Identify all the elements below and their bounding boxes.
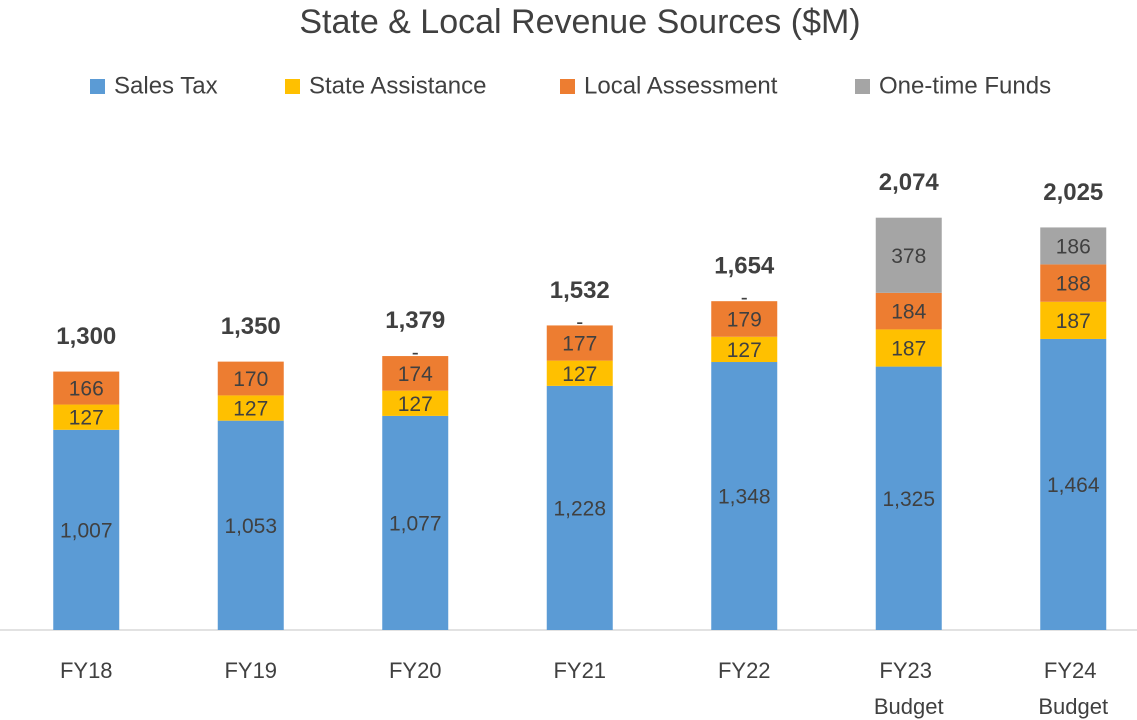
bar-segment xyxy=(217,361,284,396)
data-label: 179 xyxy=(727,309,762,332)
data-label: 187 xyxy=(1056,310,1091,333)
data-label: 1,348 xyxy=(718,486,771,509)
legend-swatch xyxy=(285,79,300,94)
bar-segment xyxy=(546,385,613,630)
bar-segment xyxy=(53,404,120,430)
x-tick-label: FY23 Budget xyxy=(874,658,944,719)
bar-segment xyxy=(1040,227,1107,265)
bar-segment xyxy=(711,301,778,337)
data-label: 127 xyxy=(398,393,433,416)
bar-segment xyxy=(711,336,778,363)
bar-segment xyxy=(711,362,778,630)
x-tick-label: FY22 xyxy=(718,658,771,683)
bar-segment xyxy=(53,429,120,630)
bar-segment xyxy=(217,420,284,630)
data-label: 127 xyxy=(727,339,762,362)
legend-swatch xyxy=(560,79,575,94)
total-label: 1,532 xyxy=(550,277,610,304)
data-label: - xyxy=(741,287,748,310)
data-label: 174 xyxy=(398,363,433,386)
bar-segment xyxy=(875,217,942,293)
data-label: 166 xyxy=(69,378,104,401)
x-tick-label: FY20 xyxy=(389,658,442,683)
data-label: - xyxy=(576,311,583,334)
data-label: 378 xyxy=(891,245,926,268)
data-label: 188 xyxy=(1056,273,1091,296)
legend-label: Sales Tax xyxy=(114,72,218,99)
data-label: 1,077 xyxy=(389,512,442,535)
bar-segment xyxy=(217,395,284,421)
chart-title: State & Local Revenue Sources ($M) xyxy=(299,3,860,41)
data-label: 1,053 xyxy=(224,515,277,538)
data-label: 1,325 xyxy=(882,488,935,511)
total-label: 1,379 xyxy=(385,307,445,334)
data-label: - xyxy=(412,342,419,365)
x-tick-label: FY24 Budget xyxy=(1038,658,1108,719)
x-tick-label: FY18 xyxy=(60,658,113,683)
legend-label: State Assistance xyxy=(309,72,486,99)
data-label: 184 xyxy=(891,301,926,324)
data-label: 187 xyxy=(891,338,926,361)
total-label: 2,074 xyxy=(879,169,940,196)
data-label: 170 xyxy=(233,368,268,391)
bar-segment xyxy=(1040,338,1107,630)
legend-label: One-time Funds xyxy=(879,72,1051,99)
data-label: 127 xyxy=(562,363,597,386)
data-label: 177 xyxy=(562,333,597,356)
bar-segment xyxy=(53,371,120,405)
data-label: 1,464 xyxy=(1047,474,1100,497)
total-label: 1,350 xyxy=(221,313,281,340)
legend-swatch xyxy=(90,79,105,94)
bar-segment xyxy=(1040,301,1107,339)
bar-segment xyxy=(382,415,449,630)
bar-segment xyxy=(1040,264,1107,302)
data-label: 127 xyxy=(69,407,104,430)
data-label: 1,007 xyxy=(60,519,113,542)
bar-segment xyxy=(382,390,449,416)
bar-segment xyxy=(875,366,942,630)
legend-label: Local Assessment xyxy=(584,72,778,99)
total-label: 1,300 xyxy=(56,323,116,350)
bar-segment xyxy=(546,325,613,361)
bar-segment xyxy=(875,292,942,330)
total-label: 2,025 xyxy=(1043,179,1103,206)
bar-segment xyxy=(382,356,449,391)
legend-swatch xyxy=(855,79,870,94)
x-tick-label: FY19 xyxy=(224,658,277,683)
total-label: 1,654 xyxy=(714,253,775,280)
x-tick-label: FY21 xyxy=(553,658,606,683)
bar-segment xyxy=(875,329,942,367)
data-label: 1,228 xyxy=(553,497,606,520)
bar-segment xyxy=(546,360,613,386)
data-label: 186 xyxy=(1056,235,1091,258)
data-label: 127 xyxy=(233,398,268,421)
